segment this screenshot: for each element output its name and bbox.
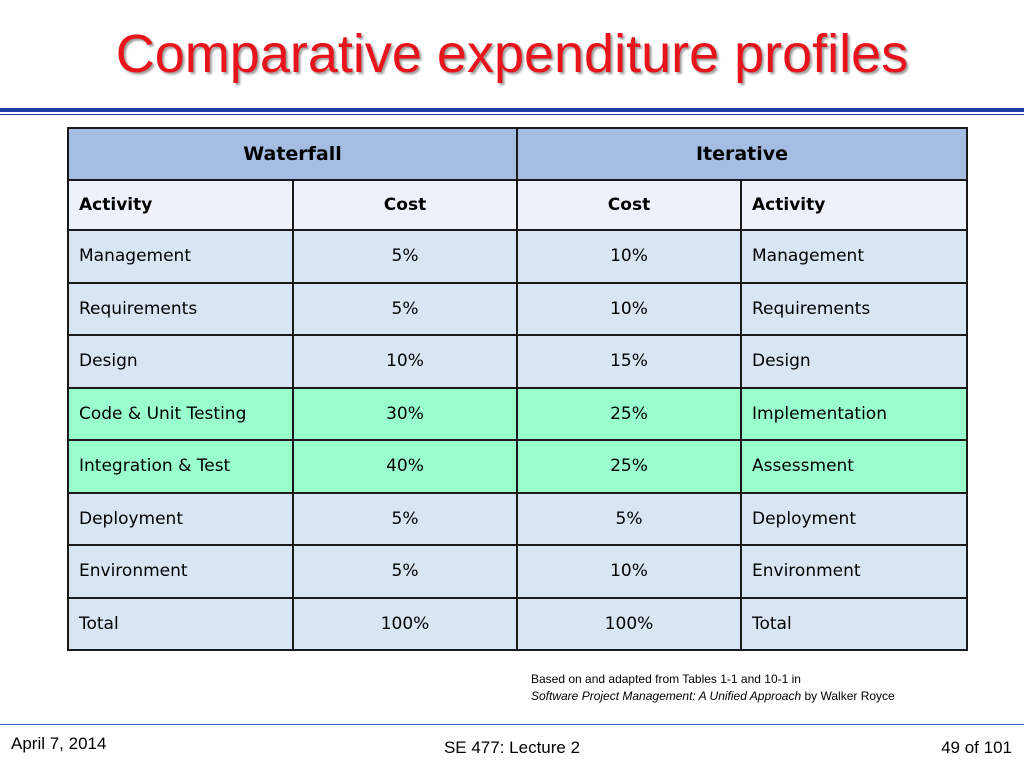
table-body: Management 5% 10% Management Requirements 5% 1… <box>67 229 969 651</box>
column-header-row: Activity Cost Cost Activity <box>67 179 969 231</box>
cell-iterative-activity: Design <box>739 334 969 389</box>
cell-waterfall-activity: Requirements <box>67 281 294 336</box>
source-note-line1: Based on and adapted from Tables 1-1 and… <box>531 672 801 686</box>
table-row: Management 5% 10% Management <box>67 229 969 284</box>
title-divider-thin <box>0 114 1024 115</box>
cell-iterative-cost: 25% <box>516 386 742 441</box>
column-header-waterfall-activity: Activity <box>67 179 294 231</box>
column-header-iterative-cost: Cost <box>516 179 742 231</box>
source-note-line2: Software Project Management: A Unified A… <box>531 688 895 705</box>
cell-waterfall-activity: Management <box>67 229 294 284</box>
cell-waterfall-activity: Total <box>67 596 294 651</box>
footer-course: SE 477: Lecture 2 <box>443 738 581 757</box>
cell-waterfall-activity: Environment <box>67 544 294 599</box>
footer-date: April 7, 2014 <box>11 734 107 753</box>
cell-waterfall-cost: 5% <box>292 544 518 599</box>
column-header-waterfall-cost: Cost <box>292 179 518 231</box>
column-header-iterative-activity: Activity <box>739 179 969 231</box>
footer-divider <box>0 724 1024 725</box>
cell-iterative-activity: Implementation <box>739 386 969 441</box>
cell-iterative-cost: 15% <box>516 334 742 389</box>
source-author: by Walker Royce <box>801 689 895 703</box>
cell-iterative-cost: 25% <box>516 439 742 494</box>
cell-iterative-cost: 10% <box>516 544 742 599</box>
table-row: Design 10% 15% Design <box>67 334 969 389</box>
cell-iterative-activity: Deployment <box>739 491 969 546</box>
footer-page-number: 49 of 101 <box>941 738 1012 757</box>
slide-title: Comparative expenditure profiles <box>115 24 909 84</box>
cell-waterfall-activity: Design <box>67 334 294 389</box>
table-row: Code & Unit Testing 30% 25% Implementation <box>67 386 969 441</box>
cell-iterative-cost: 10% <box>516 229 742 284</box>
cell-waterfall-activity: Deployment <box>67 491 294 546</box>
table-row: Integration & Test 40% 25% Assessment <box>67 439 969 494</box>
cell-waterfall-cost: 40% <box>292 439 518 494</box>
cell-waterfall-cost: 100% <box>292 596 518 651</box>
cell-iterative-activity: Management <box>739 229 969 284</box>
cell-waterfall-cost: 5% <box>292 229 518 284</box>
group-header-iterative: Iterative <box>515 127 969 181</box>
cell-iterative-activity: Requirements <box>739 281 969 336</box>
cell-waterfall-cost: 5% <box>292 491 518 546</box>
cell-iterative-activity: Environment <box>739 544 969 599</box>
cell-waterfall-activity: Integration & Test <box>67 439 294 494</box>
source-note: Based on and adapted from Tables 1-1 and… <box>531 671 895 705</box>
cell-waterfall-cost: 10% <box>292 334 518 389</box>
group-header-row: Waterfall Iterative <box>67 127 969 181</box>
cell-waterfall-cost: 5% <box>292 281 518 336</box>
cell-iterative-activity: Assessment <box>739 439 969 494</box>
group-header-waterfall: Waterfall <box>67 127 518 181</box>
cell-iterative-activity: Total <box>739 596 969 651</box>
expenditure-table: Waterfall Iterative Activity Cost Cost A… <box>67 127 969 651</box>
table-row: Total 100% 100% Total <box>67 596 969 651</box>
table-row: Environment 5% 10% Environment <box>67 544 969 599</box>
source-book-title: Software Project Management: A Unified A… <box>531 689 802 703</box>
cell-iterative-cost: 10% <box>516 281 742 336</box>
table-row: Requirements 5% 10% Requirements <box>67 281 969 336</box>
cell-waterfall-cost: 30% <box>292 386 518 441</box>
cell-iterative-cost: 100% <box>516 596 742 651</box>
table-row: Deployment 5% 5% Deployment <box>67 491 969 546</box>
cell-iterative-cost: 5% <box>516 491 742 546</box>
cell-waterfall-activity: Code & Unit Testing <box>67 386 294 441</box>
title-divider-thick <box>0 108 1024 112</box>
